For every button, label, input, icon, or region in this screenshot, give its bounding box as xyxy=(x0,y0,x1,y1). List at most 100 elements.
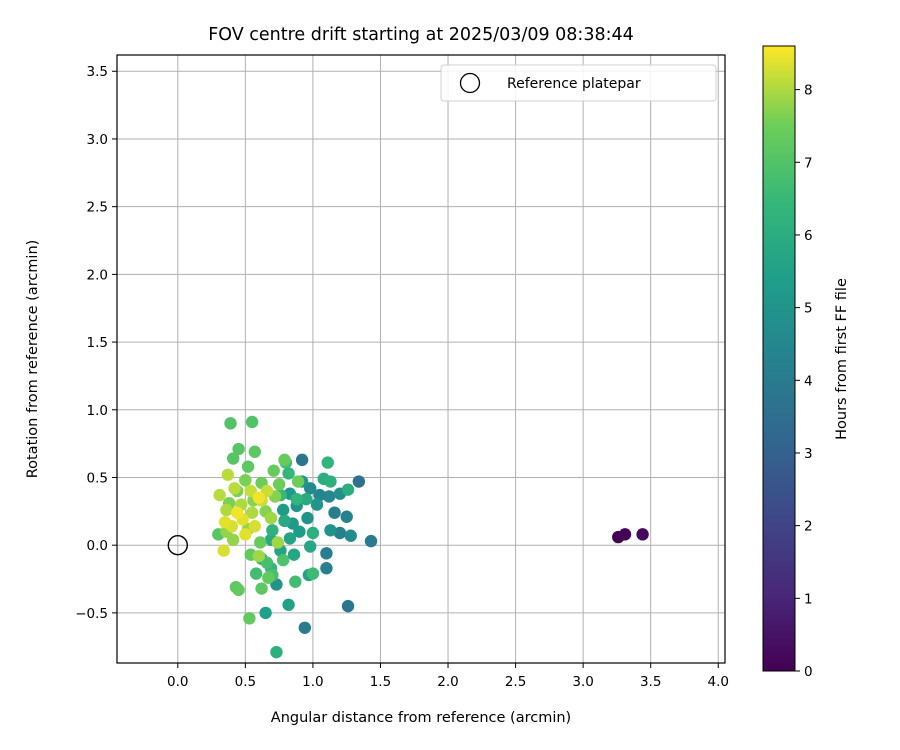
colorbar-gradient xyxy=(762,45,796,672)
x-tick-label: 2.0 xyxy=(437,674,458,690)
data-point xyxy=(287,548,301,561)
data-point xyxy=(298,621,312,634)
data-point xyxy=(239,528,252,541)
data-point xyxy=(278,514,291,528)
data-point xyxy=(276,503,290,517)
data-point xyxy=(248,520,262,533)
colorbar-tick-label: 6 xyxy=(804,228,813,244)
data-point xyxy=(270,578,283,591)
y-tick-label: 0.5 xyxy=(87,470,108,486)
data-point xyxy=(324,524,337,537)
colorbar-tick-label: 5 xyxy=(804,301,813,317)
data-point xyxy=(245,415,259,429)
data-point xyxy=(260,484,274,498)
x-tick-label: 4.0 xyxy=(708,674,729,690)
y-tick-label: 3.0 xyxy=(87,132,108,148)
x-tick-label: 1.5 xyxy=(370,674,391,690)
legend-label-reference: Reference platepar xyxy=(507,76,641,92)
data-point xyxy=(217,544,230,557)
data-point xyxy=(224,417,237,430)
data-point xyxy=(301,511,314,525)
y-tick-label: 2.0 xyxy=(87,267,108,283)
y-tick-label: 2.5 xyxy=(87,200,108,216)
data-point xyxy=(364,534,378,548)
data-point xyxy=(218,515,232,529)
colorbar-tick-label: 7 xyxy=(804,155,813,171)
x-tick-label: 0.5 xyxy=(235,674,256,690)
data-point xyxy=(328,506,341,519)
plot-background xyxy=(117,55,725,663)
data-point xyxy=(228,482,241,495)
data-point xyxy=(213,488,226,502)
data-point xyxy=(304,482,317,495)
data-point xyxy=(226,452,240,465)
x-tick-label: 3.5 xyxy=(640,674,661,690)
data-point xyxy=(221,468,234,481)
data-point xyxy=(344,529,357,542)
colorbar-ticks: 0 1 2 3 4 5 6 7 8 xyxy=(795,83,813,680)
x-tick-label: 1.0 xyxy=(302,674,323,690)
data-point xyxy=(310,498,324,511)
y-tick-label: −0.5 xyxy=(75,606,108,622)
y-tick-label: 1.5 xyxy=(87,335,108,351)
data-point xyxy=(304,540,317,553)
x-tick-label: 0.0 xyxy=(167,674,188,690)
data-point xyxy=(278,453,291,467)
y-axis-label: Rotation from reference (arcmin) xyxy=(25,240,41,479)
data-point xyxy=(313,488,326,502)
data-point xyxy=(270,645,283,659)
data-point xyxy=(266,524,279,537)
data-point xyxy=(352,475,366,488)
data-point xyxy=(264,511,278,525)
colorbar-label: Hours from first FF file xyxy=(834,278,850,440)
y-axis-ticks: −0.5 0.0 0.5 1.0 1.5 2.0 2.5 3.0 3.5 xyxy=(75,64,117,622)
data-point xyxy=(341,599,355,613)
data-point xyxy=(243,612,256,625)
data-point xyxy=(259,606,272,620)
data-point xyxy=(289,575,302,588)
data-point xyxy=(299,492,313,506)
legend: Reference platepar xyxy=(440,64,717,102)
data-point xyxy=(341,483,355,496)
grid xyxy=(117,55,725,663)
plot-area: 0.0 0.5 1.0 1.5 2.0 2.5 3.0 3.5 4.0 −0.5 0.0 0.5 1.… xyxy=(75,54,729,690)
data-point xyxy=(255,582,268,595)
colorbar: 0 1 2 3 4 5 6 7 8 Hours from first FF file xyxy=(762,45,850,680)
colorbar-tick-label: 3 xyxy=(804,446,813,462)
data-point xyxy=(324,475,337,488)
data-point xyxy=(282,598,295,611)
y-tick-label: 3.5 xyxy=(87,64,108,80)
reference-marker xyxy=(167,534,189,556)
data-point xyxy=(321,456,334,469)
legend-box xyxy=(440,64,717,102)
data-point xyxy=(252,549,266,563)
y-tick-label: 1.0 xyxy=(87,403,108,419)
data-point xyxy=(231,506,244,519)
colorbar-tick-label: 0 xyxy=(804,664,813,680)
data-point xyxy=(320,562,333,575)
data-point xyxy=(276,553,290,567)
colorbar-tick-label: 8 xyxy=(804,83,813,99)
data-point xyxy=(232,442,245,456)
x-axis-ticks: 0.0 0.5 1.0 1.5 2.0 2.5 3.0 3.5 4.0 xyxy=(167,663,729,690)
data-point xyxy=(293,525,306,538)
data-point xyxy=(226,533,240,546)
data-point xyxy=(636,528,649,541)
data-point xyxy=(322,490,336,503)
data-point xyxy=(306,526,320,540)
data-point xyxy=(220,503,233,517)
colorbar-tick-label: 4 xyxy=(804,373,813,389)
data-point xyxy=(252,491,266,504)
data-point xyxy=(260,556,274,569)
data-point xyxy=(271,536,284,549)
data-point xyxy=(306,567,320,580)
data-point xyxy=(262,571,275,584)
data-point xyxy=(291,475,305,488)
x-axis-label: Angular distance from reference (arcmin) xyxy=(271,710,571,726)
colorbar-tick-label: 2 xyxy=(804,519,813,535)
data-point xyxy=(249,567,263,580)
data-point xyxy=(232,583,245,597)
plot-frame xyxy=(116,54,726,664)
x-tick-label: 3.0 xyxy=(572,674,593,690)
